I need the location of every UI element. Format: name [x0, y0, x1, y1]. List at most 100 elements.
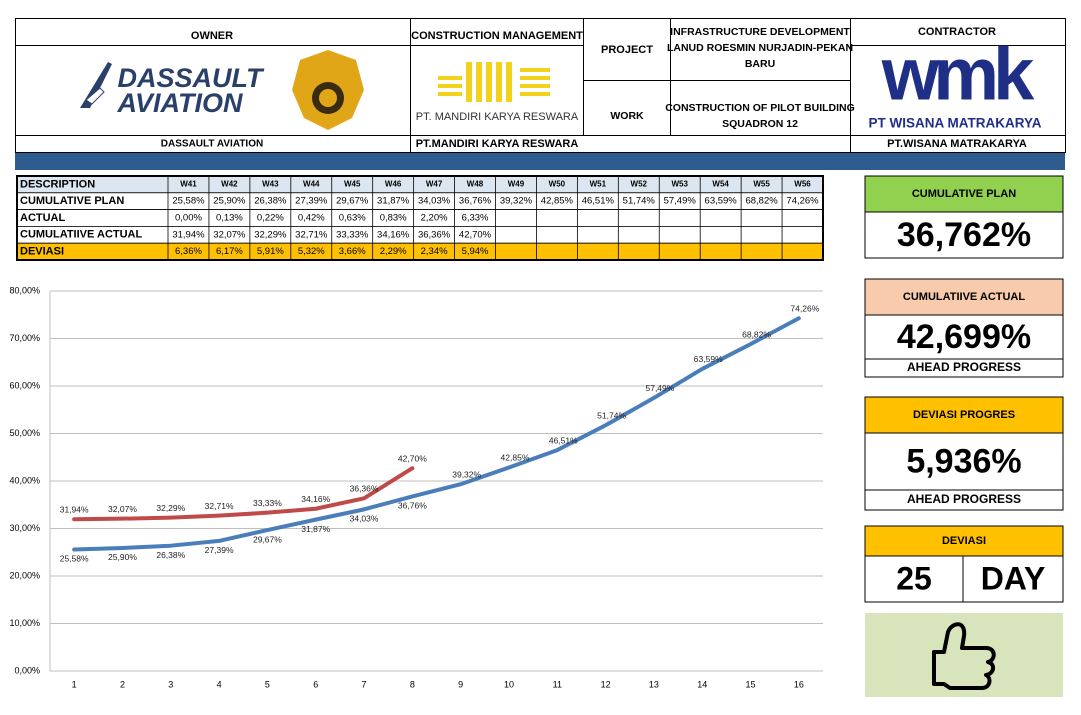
- table-cell: 6,36%: [175, 246, 202, 257]
- table-cell: 0,63%: [339, 213, 366, 224]
- table-cell: 29,67%: [336, 196, 369, 207]
- table-cell: 74,26%: [786, 196, 819, 207]
- logo-text: AVIATION: [117, 88, 243, 118]
- table-cell: 26,38%: [254, 196, 287, 207]
- dassault-emblem: [80, 62, 112, 108]
- panel-value: 36,762%: [897, 216, 1031, 254]
- panel-title: DEVIASI: [942, 535, 986, 547]
- table-cell: 6,17%: [216, 246, 243, 257]
- table-cell: 34,16%: [377, 229, 410, 240]
- project-value: INFRASTRUCTURE DEVELOPMENT: [670, 26, 850, 38]
- header-band: [15, 153, 1065, 170]
- data-label: 29,67%: [253, 534, 282, 544]
- table-header: W55: [753, 180, 770, 189]
- table-header: W42: [221, 180, 238, 189]
- table-header: W43: [262, 180, 279, 189]
- panel-header: [864, 175, 1064, 213]
- table-cell: 63,59%: [705, 196, 738, 207]
- table-border: [16, 175, 824, 261]
- y-tick-label: 50,00%: [9, 428, 40, 438]
- table-cell: 34,03%: [418, 196, 451, 207]
- data-label: 42,70%: [398, 453, 427, 463]
- mandiri-logo: [438, 62, 550, 102]
- table-cell: 6,33%: [462, 213, 489, 224]
- owner-name: DASSAULT AVIATION: [161, 139, 263, 150]
- table-header: W49: [508, 180, 525, 189]
- panel-note: AHEAD PROGRESS: [907, 360, 1021, 374]
- contractor-name: PT.WISANA MATRAKARYA: [887, 138, 1027, 150]
- table-cell: 2,20%: [421, 213, 448, 224]
- data-label: 57,49%: [645, 383, 674, 393]
- table-header: W52: [631, 180, 648, 189]
- data-label: 31,87%: [301, 524, 330, 534]
- table-header: W56: [794, 180, 811, 189]
- header-frame: [15, 18, 1066, 153]
- project-value: LANUD ROESMIN NURJADIN-PEKAN: [667, 42, 853, 54]
- logo-text: PT. MANDIRI KARYA RESWARA: [416, 111, 579, 123]
- panel-value-box: [864, 432, 1064, 491]
- table-cell: 42,85%: [541, 196, 574, 207]
- table-header: W44: [303, 180, 320, 189]
- table-cell: 31,94%: [172, 229, 205, 240]
- data-label: 32,29%: [156, 503, 185, 513]
- data-label: 25,58%: [60, 554, 89, 564]
- table-cell: 42,70%: [459, 229, 492, 240]
- row-label: CUMULATIIVE ACTUAL: [20, 229, 142, 241]
- cm-label: CONSTRUCTION MANAGEMENT: [411, 30, 583, 42]
- y-tick-label: 60,00%: [9, 380, 40, 390]
- panel-header: [864, 278, 1064, 316]
- y-tick-label: 80,00%: [9, 285, 40, 295]
- table-cell: 68,82%: [745, 196, 778, 207]
- x-tick-label: 4: [217, 679, 222, 689]
- table-row: [16, 175, 824, 194]
- table-cell: 0,22%: [257, 213, 284, 224]
- series-line: [72, 316, 801, 552]
- data-label: 26,38%: [156, 550, 185, 560]
- panel-header: [864, 396, 1064, 434]
- x-tick-label: 10: [504, 679, 514, 689]
- table-header: W51: [590, 180, 607, 189]
- table-header: W53: [671, 180, 688, 189]
- project-label: PROJECT: [601, 44, 653, 56]
- data-label: 39,32%: [452, 469, 481, 479]
- x-tick-label: 3: [168, 679, 173, 689]
- data-label: 42,85%: [501, 453, 530, 463]
- table-header: DESCRIPTION: [20, 178, 95, 190]
- table-header: W46: [385, 180, 402, 189]
- table-cell: 5,94%: [462, 246, 489, 257]
- table-header: W47: [426, 180, 443, 189]
- table-cell: 27,39%: [295, 196, 328, 207]
- thumbs-box: [865, 613, 1063, 697]
- table-cell: 32,07%: [213, 229, 246, 240]
- x-tick-label: 12: [601, 679, 611, 689]
- row-label: CUMULATIVE PLAN: [20, 195, 124, 207]
- table-cell: 36,76%: [459, 196, 492, 207]
- panel-header: [864, 525, 1064, 557]
- panel-note-box: [864, 358, 1064, 378]
- y-tick-label: 20,00%: [9, 570, 40, 580]
- table-cell: 32,71%: [295, 229, 328, 240]
- panel-value: 5,936%: [906, 442, 1021, 480]
- table-header: W45: [344, 180, 361, 189]
- table-cell: 36,36%: [418, 229, 451, 240]
- panel-unit: DAY: [981, 560, 1046, 596]
- logo-text: DASSAULT: [118, 63, 266, 93]
- x-tick-label: 11: [553, 679, 562, 689]
- x-tick-label: 8: [410, 679, 415, 689]
- row-label: ACTUAL: [20, 212, 65, 224]
- table-cell: 57,49%: [664, 196, 697, 207]
- y-tick-label: 10,00%: [9, 618, 40, 628]
- y-tick-label: 70,00%: [9, 333, 40, 343]
- table-header: W54: [712, 180, 729, 189]
- table-cell: 0,13%: [216, 213, 243, 224]
- panel-note-box: [864, 489, 1064, 511]
- x-tick-label: 2: [120, 679, 125, 689]
- air-force-emblem: [292, 50, 364, 130]
- panel-note: AHEAD PROGRESS: [907, 492, 1021, 506]
- data-label: 74,26%: [790, 304, 819, 314]
- data-label: 34,03%: [350, 514, 379, 524]
- work-value: SQUADRON 12: [722, 118, 798, 130]
- data-label: 32,07%: [108, 504, 137, 514]
- x-tick-label: 13: [649, 679, 659, 689]
- project-value: BARU: [745, 58, 775, 70]
